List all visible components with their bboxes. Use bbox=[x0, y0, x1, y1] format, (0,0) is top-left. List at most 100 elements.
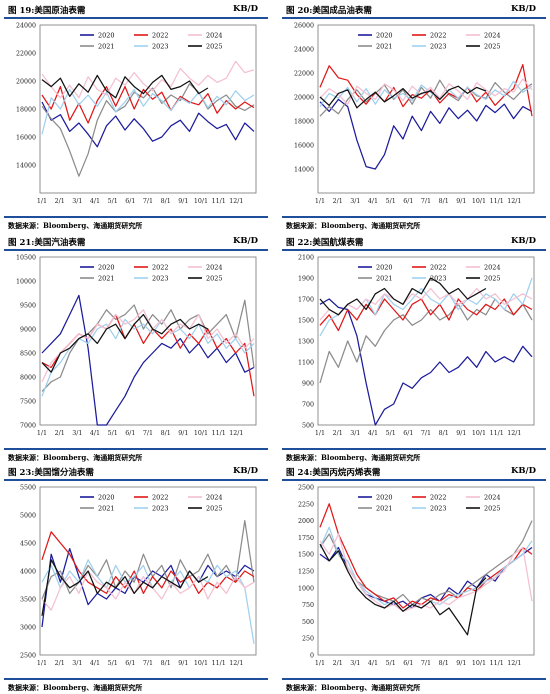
x-tick-label: 8/1 bbox=[161, 660, 171, 667]
x-tick-label: 12/1 bbox=[507, 198, 521, 205]
y-tick-label: 2100 bbox=[298, 255, 314, 262]
legend-label-2021: 2021 bbox=[376, 43, 393, 51]
legend-label-2025: 2025 bbox=[484, 43, 501, 51]
y-tick-label: 3000 bbox=[20, 625, 36, 632]
chart-panel-crude-oil: 图 19:美国原油表需 KB/D 14000 16000 18000 20000 220… bbox=[4, 4, 268, 232]
x-tick-label: 2/1 bbox=[55, 198, 65, 205]
series-line-2020 bbox=[319, 98, 533, 170]
x-tick-label: 12/1 bbox=[507, 660, 521, 667]
x-tick-label: 5/1 bbox=[108, 430, 118, 437]
series-line-2023 bbox=[319, 526, 533, 612]
y-tick-label: 3500 bbox=[20, 597, 36, 604]
series-line-2020 bbox=[319, 298, 533, 426]
y-tick-label: 8500 bbox=[20, 351, 36, 358]
legend-label-2024: 2024 bbox=[484, 494, 501, 502]
chart-title: 图 22:美国航煤表需 bbox=[286, 238, 364, 248]
legend-label-2022: 2022 bbox=[430, 32, 447, 40]
legend-label-2024: 2024 bbox=[484, 32, 501, 40]
source-rule bbox=[4, 678, 268, 680]
title-rule bbox=[4, 249, 268, 251]
source-rule bbox=[282, 448, 546, 450]
x-tick-label: 2/1 bbox=[333, 660, 343, 667]
series-line-2025 bbox=[41, 559, 209, 616]
y-tick-label: 1100 bbox=[298, 360, 314, 367]
y-tick-label: 1000 bbox=[298, 585, 314, 592]
y-tick-label: 14000 bbox=[16, 163, 36, 170]
line-chart-distillate: 2500 3000 3500 4000 4500 5000 5500 1/1 2/1 3/1 4/1… bbox=[20, 485, 257, 667]
legend-label-2022: 2022 bbox=[430, 264, 447, 272]
x-tick-label: 3/1 bbox=[350, 430, 360, 437]
legend-label-2023: 2023 bbox=[152, 505, 169, 513]
legend-label-2020: 2020 bbox=[98, 264, 115, 272]
x-tick-label: 12/1 bbox=[229, 660, 243, 667]
y-tick-label: 10000 bbox=[16, 279, 36, 286]
y-tick-label: 1500 bbox=[298, 552, 314, 559]
x-tick-label: 10/1 bbox=[194, 660, 208, 667]
chart-panel-jet-fuel: 图 22:美国航煤表需 KB/D 500 700 900 1100 1300 1500 17… bbox=[282, 236, 546, 464]
chart-panel-propane: 图 24:美国丙烷丙烯表需 KB/D 0 250 500 750 1000 1250 150… bbox=[282, 466, 546, 694]
source-rule bbox=[282, 678, 546, 680]
y-tick-label: 18000 bbox=[294, 119, 314, 126]
chart-panel-gasoline: 图 21:美国汽油表需 KB/D 7000 7500 8000 8500 9000 950… bbox=[4, 236, 268, 464]
chart-unit: KB/D bbox=[510, 236, 536, 246]
x-tick-label: 10/1 bbox=[194, 430, 208, 437]
x-tick-label: 2/1 bbox=[55, 660, 65, 667]
chart-title: 图 19:美国原油表需 bbox=[8, 6, 86, 16]
x-tick-label: 7/1 bbox=[421, 198, 431, 205]
series-line-2025 bbox=[319, 277, 487, 316]
x-tick-label: 7/1 bbox=[143, 430, 153, 437]
y-tick-label: 500 bbox=[302, 423, 314, 430]
y-tick-label: 9500 bbox=[20, 303, 36, 310]
line-chart-refined-products: 14000 16000 18000 20000 22000 24000 26000 1/1 2/… bbox=[294, 23, 535, 205]
x-tick-label: 5/1 bbox=[386, 430, 396, 437]
x-tick-label: 7/1 bbox=[143, 660, 153, 667]
x-tick-label: 10/1 bbox=[472, 430, 486, 437]
series-line-2022 bbox=[319, 63, 533, 117]
x-tick-label: 6/1 bbox=[125, 660, 135, 667]
title-rule bbox=[282, 479, 546, 481]
x-tick-label: 10/1 bbox=[472, 660, 486, 667]
x-tick-label: 6/1 bbox=[125, 198, 135, 205]
series-line-2021 bbox=[41, 519, 255, 600]
chart-unit: KB/D bbox=[232, 4, 258, 14]
x-tick-label: 5/1 bbox=[108, 198, 118, 205]
x-tick-label: 10/1 bbox=[194, 198, 208, 205]
x-tick-label: 3/1 bbox=[350, 198, 360, 205]
legend-label-2021: 2021 bbox=[376, 505, 393, 513]
y-tick-label: 500 bbox=[302, 619, 314, 626]
y-tick-label: 9000 bbox=[20, 327, 36, 334]
series-line-2025 bbox=[41, 74, 209, 99]
chart-source: 数据来源：Bloomberg、海通期货研究所 bbox=[286, 683, 421, 692]
plot-frame bbox=[317, 256, 535, 426]
x-tick-label: 1/1 bbox=[37, 430, 47, 437]
x-tick-label: 4/1 bbox=[368, 660, 378, 667]
y-tick-label: 14000 bbox=[294, 167, 314, 174]
y-tick-label: 2250 bbox=[298, 501, 314, 508]
legend-label-2020: 2020 bbox=[376, 494, 393, 502]
series-line-2023 bbox=[41, 559, 255, 644]
x-tick-label: 11/1 bbox=[212, 430, 226, 437]
chart-unit: KB/D bbox=[232, 466, 258, 476]
chart-unit: KB/D bbox=[510, 466, 536, 476]
x-tick-label: 12/1 bbox=[229, 198, 243, 205]
x-tick-label: 8/1 bbox=[161, 198, 171, 205]
legend-label-2021: 2021 bbox=[98, 275, 115, 283]
x-tick-label: 3/1 bbox=[350, 660, 360, 667]
legend-label-2025: 2025 bbox=[484, 275, 501, 283]
x-tick-label: 5/1 bbox=[386, 198, 396, 205]
plot-frame bbox=[39, 486, 257, 656]
legend-label-2022: 2022 bbox=[152, 494, 169, 502]
chart-unit: KB/D bbox=[510, 4, 536, 14]
x-tick-label: 11/1 bbox=[490, 660, 504, 667]
x-tick-label: 9/1 bbox=[178, 660, 188, 667]
chart-source: 数据来源：Bloomberg、海通期货研究所 bbox=[8, 221, 143, 230]
y-tick-label: 20000 bbox=[16, 79, 36, 86]
legend-label-2022: 2022 bbox=[430, 494, 447, 502]
series-line-2024 bbox=[41, 309, 255, 383]
chart-panel-refined-products: 图 20:美国成品油表需 KB/D 14000 16000 18000 20000 22… bbox=[282, 4, 546, 232]
x-tick-label: 8/1 bbox=[161, 430, 171, 437]
title-rule bbox=[282, 249, 546, 251]
source-rule bbox=[4, 216, 268, 218]
y-tick-label: 2000 bbox=[298, 518, 314, 525]
line-chart-crude-oil: 14000 16000 18000 20000 22000 24000 1/1 2/1 3/1 4… bbox=[16, 23, 257, 205]
